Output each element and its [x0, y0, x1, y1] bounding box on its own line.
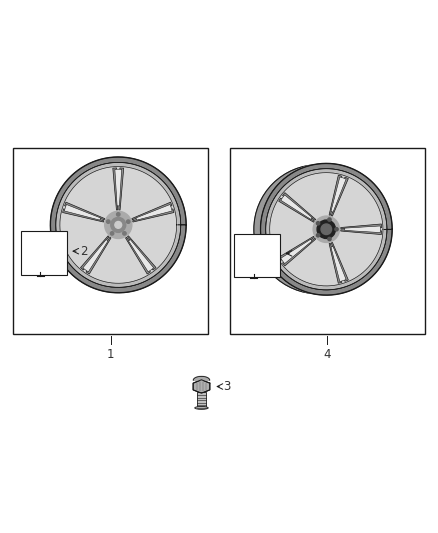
Bar	[21, 231, 67, 275]
Polygon shape	[266, 168, 387, 290]
Polygon shape	[345, 226, 380, 232]
Polygon shape	[331, 246, 346, 281]
Circle shape	[317, 220, 336, 238]
Polygon shape	[133, 209, 174, 222]
Polygon shape	[341, 224, 381, 229]
Polygon shape	[331, 177, 348, 216]
Circle shape	[328, 237, 331, 240]
Text: 5: 5	[293, 247, 301, 260]
Text: 2: 2	[80, 245, 88, 257]
Polygon shape	[86, 237, 111, 274]
Ellipse shape	[195, 407, 208, 409]
Polygon shape	[50, 157, 186, 293]
Polygon shape	[331, 243, 348, 281]
Polygon shape	[113, 168, 118, 210]
Polygon shape	[329, 175, 342, 215]
Circle shape	[111, 217, 126, 232]
Text: 3: 3	[223, 380, 231, 393]
Ellipse shape	[254, 165, 383, 294]
Bar	[230, 148, 425, 334]
Bar	[197, 392, 206, 408]
Text: 1: 1	[107, 348, 114, 360]
Circle shape	[316, 233, 320, 237]
Polygon shape	[283, 192, 316, 220]
Circle shape	[127, 220, 130, 223]
Polygon shape	[115, 169, 122, 206]
Polygon shape	[81, 236, 109, 270]
Circle shape	[321, 224, 332, 235]
Polygon shape	[64, 205, 101, 220]
Polygon shape	[119, 168, 124, 210]
Bar	[234, 233, 280, 278]
Circle shape	[261, 164, 392, 295]
Polygon shape	[127, 236, 156, 270]
Bar	[13, 148, 208, 334]
Polygon shape	[132, 202, 172, 220]
Polygon shape	[329, 243, 342, 283]
Text: 4: 4	[324, 348, 331, 360]
Circle shape	[106, 220, 110, 223]
Circle shape	[105, 211, 132, 238]
Polygon shape	[128, 239, 154, 272]
Polygon shape	[193, 380, 210, 393]
Polygon shape	[63, 209, 104, 222]
Circle shape	[110, 232, 114, 235]
Circle shape	[123, 232, 126, 235]
Polygon shape	[136, 205, 172, 220]
Polygon shape	[56, 163, 181, 287]
Polygon shape	[281, 239, 312, 264]
Circle shape	[115, 222, 122, 228]
Polygon shape	[23, 235, 58, 268]
Polygon shape	[126, 237, 150, 274]
Circle shape	[60, 166, 177, 283]
Circle shape	[313, 216, 339, 243]
Polygon shape	[279, 198, 314, 222]
Circle shape	[335, 228, 338, 231]
Circle shape	[316, 222, 320, 225]
Polygon shape	[64, 202, 105, 220]
Polygon shape	[341, 230, 381, 235]
Polygon shape	[331, 177, 346, 212]
Polygon shape	[281, 195, 312, 220]
Polygon shape	[243, 241, 265, 265]
Polygon shape	[261, 164, 392, 295]
Polygon shape	[83, 239, 108, 272]
Circle shape	[328, 218, 331, 221]
Circle shape	[50, 157, 186, 293]
Polygon shape	[283, 238, 316, 266]
Polygon shape	[248, 247, 260, 260]
Circle shape	[117, 213, 120, 216]
Polygon shape	[30, 241, 51, 261]
Polygon shape	[193, 376, 210, 380]
Circle shape	[270, 173, 383, 286]
Polygon shape	[279, 236, 314, 261]
